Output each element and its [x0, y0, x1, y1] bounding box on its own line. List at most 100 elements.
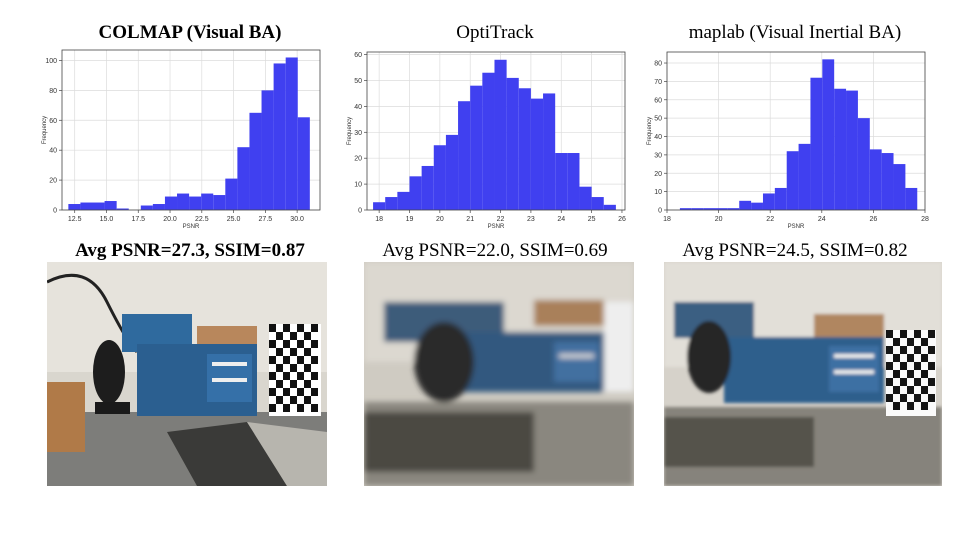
- histogram-bar: [591, 197, 604, 210]
- x-tick-label: 26: [870, 216, 878, 223]
- histogram-bar: [679, 208, 692, 210]
- metric-text: Avg PSNR=27.3, SSIM=0.87: [75, 240, 305, 261]
- y-tick-label: 20: [654, 171, 662, 178]
- histogram-bar: [786, 151, 799, 210]
- histogram-bar: [458, 101, 471, 210]
- histogram-bar: [810, 77, 823, 210]
- y-tick-label: 0: [53, 208, 57, 215]
- y-tick-label: 40: [654, 134, 662, 141]
- histogram-bar: [603, 204, 616, 210]
- histogram-bar: [261, 90, 274, 210]
- histogram-bar: [164, 196, 178, 210]
- panel-title: OptiTrack: [456, 22, 534, 43]
- histogram-bar: [739, 200, 752, 210]
- y-tick-label: 0: [358, 208, 362, 215]
- x-tick-label: 26: [618, 216, 626, 223]
- histogram-bar: [869, 149, 882, 210]
- y-tick-label: 20: [49, 178, 57, 185]
- x-tick-label: 30.0: [290, 216, 304, 223]
- histogram-bar: [433, 145, 446, 210]
- histogram-bar: [567, 153, 580, 210]
- x-tick-label: 22: [497, 216, 505, 223]
- y-tick-label: 50: [354, 78, 362, 85]
- histogram-bar: [530, 98, 544, 210]
- histogram-maplab: 0 10 20 30 40 50 60 70 80 18 20 22 24 26 28 PSNR Frequen…: [647, 51, 929, 230]
- y-tick-label: 20: [354, 156, 362, 163]
- y-tick-label: 30: [654, 152, 662, 159]
- x-tick-label: 27.5: [259, 216, 273, 223]
- histogram-bar: [762, 193, 775, 210]
- panel-title: COLMAP (Visual BA): [98, 22, 282, 43]
- histogram-bar: [297, 117, 310, 210]
- render-image-optitrack: [364, 262, 644, 486]
- x-tick-label: 23: [527, 216, 535, 223]
- histogram-bar: [494, 59, 507, 210]
- y-tick-label: 80: [654, 61, 662, 68]
- histogram-bar: [506, 77, 519, 210]
- x-tick-label: 15.0: [100, 216, 114, 223]
- histogram-bar: [373, 202, 386, 210]
- y-tick-label: 40: [49, 148, 57, 155]
- histogram-colmap: 0 20 40 60 80 100 12.5 15.0 17.5 20.0 22.5 25.0 27.5…: [42, 49, 321, 230]
- histogram-bar: [445, 134, 459, 210]
- x-tick-label: 24: [557, 216, 565, 223]
- x-tick-label: 20: [436, 216, 444, 223]
- histogram-bar: [727, 208, 740, 210]
- histogram-bar: [470, 85, 483, 210]
- x-tick-label: 20.0: [163, 216, 177, 223]
- y-tick-label: 60: [654, 97, 662, 104]
- histogram-optitrack: 0 10 20 30 40 50 60 18 19 20 21 22 23 24 25 26 PSNR Frequ…: [347, 51, 626, 230]
- histogram-bar: [751, 202, 763, 210]
- x-tick-label: 17.5: [131, 216, 145, 223]
- histogram-bar: [189, 196, 202, 210]
- y-tick-label: 70: [654, 79, 662, 86]
- histogram-bar: [822, 59, 835, 210]
- histogram-bar: [703, 208, 716, 210]
- histogram-bar: [213, 195, 226, 210]
- y-tick-label: 30: [354, 130, 362, 137]
- histogram-bar: [237, 147, 250, 210]
- y-tick-label: 80: [49, 88, 57, 95]
- histogram-bar: [881, 153, 894, 210]
- x-tick-label: 18: [663, 216, 671, 223]
- render-image-maplab: [664, 262, 944, 486]
- y-tick-label: 10: [354, 182, 362, 189]
- x-tick-label: 20: [715, 216, 723, 223]
- histogram-bar: [201, 193, 214, 210]
- y-axis-label: Frequency: [347, 117, 353, 145]
- histogram-bar: [798, 143, 811, 210]
- render-image-colmap: [47, 262, 327, 486]
- y-tick-label: 100: [45, 58, 57, 65]
- histogram-bar: [385, 197, 398, 210]
- x-tick-label: 25.0: [227, 216, 241, 223]
- histogram-bar: [80, 202, 93, 210]
- histogram-bar: [152, 204, 165, 210]
- metric-text: Avg PSNR=22.0, SSIM=0.69: [382, 240, 608, 261]
- x-tick-label: 12.5: [68, 216, 82, 223]
- x-tick-label: 18: [375, 216, 383, 223]
- y-axis-label: Frequency: [647, 117, 653, 145]
- plot-frame: [61, 49, 321, 211]
- x-tick-label: 21: [466, 216, 474, 223]
- y-tick-label: 60: [354, 52, 362, 59]
- y-tick-label: 0: [658, 208, 662, 215]
- histogram-bar: [543, 93, 556, 210]
- y-tick-label: 60: [49, 118, 57, 125]
- histogram-bar: [116, 208, 129, 210]
- histogram-bar: [774, 187, 787, 210]
- x-axis-label: PSNR: [788, 224, 805, 230]
- histogram-bar: [225, 178, 238, 210]
- histogram-bar: [421, 165, 434, 210]
- histogram-bar: [249, 112, 262, 210]
- histogram-bar: [397, 191, 410, 210]
- histogram-bar: [555, 153, 568, 210]
- histogram-bar: [273, 63, 286, 210]
- x-tick-label: 28: [921, 216, 929, 223]
- plot-frame: [666, 51, 926, 211]
- metric-text: Avg PSNR=24.5, SSIM=0.82: [682, 240, 908, 261]
- histogram-bar: [92, 202, 105, 210]
- x-tick-label: 19: [406, 216, 414, 223]
- x-tick-label: 25: [588, 216, 596, 223]
- y-tick-label: 40: [354, 104, 362, 111]
- histogram-bar: [893, 164, 906, 210]
